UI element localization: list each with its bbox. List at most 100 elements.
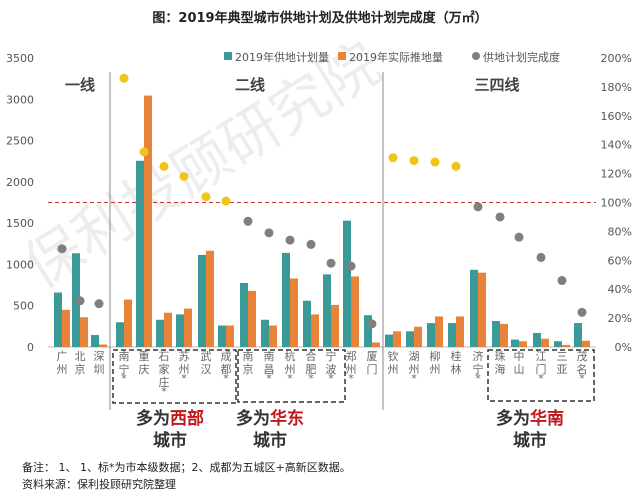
- bar-plan: [156, 319, 164, 347]
- bar-plan: [343, 220, 351, 347]
- legend-label: 2019年供地计划量: [235, 50, 329, 64]
- y2-tick-label: 200%: [601, 52, 632, 65]
- bar-plan: [218, 325, 226, 347]
- completion-dot: [221, 196, 231, 206]
- bar-plan: [176, 314, 184, 347]
- bar-actual: [372, 342, 380, 347]
- x-tick-label: 桂林: [451, 349, 462, 376]
- completion-dot: [159, 161, 169, 171]
- x-tick-label: 宁波*: [326, 349, 337, 385]
- bar-actual: [184, 308, 192, 347]
- completion-dot: [179, 171, 189, 181]
- bar-actual: [311, 314, 319, 347]
- bar-actual: [414, 326, 422, 347]
- bar-plan: [198, 254, 206, 347]
- legend-swatch: [224, 52, 232, 60]
- bar-plan: [282, 252, 290, 347]
- x-tick-label: 郑州*: [346, 349, 357, 385]
- completion-dot: [264, 228, 274, 238]
- group-annotation-suffix: 城市: [513, 430, 547, 451]
- tier-label: 一线: [65, 76, 95, 94]
- x-tick-label: 三亚: [557, 350, 568, 376]
- x-tick-label: 厦门: [367, 350, 378, 376]
- bar-plan: [303, 300, 311, 347]
- bar-plan: [54, 292, 62, 347]
- bar-actual: [435, 316, 443, 347]
- x-tick-label: 成都*: [221, 350, 232, 385]
- source-note: 资料来源：保利投顾研究院整理: [22, 478, 176, 491]
- bar-actual: [500, 323, 508, 347]
- bar-actual: [99, 344, 107, 347]
- x-tick-label: 南昌*: [264, 350, 275, 385]
- y-tick-label: 2000: [6, 176, 34, 189]
- y2-tick-label: 80%: [608, 225, 632, 238]
- x-tick-label: 钦州: [388, 350, 399, 376]
- completion-dot: [473, 202, 483, 212]
- bar-actual: [164, 312, 172, 347]
- completion-dot: [536, 252, 546, 262]
- completion-dot: [514, 232, 524, 242]
- x-tick-label: 深圳: [94, 350, 105, 376]
- x-tick-label: 湖州*: [409, 350, 420, 385]
- completion-dot: [139, 147, 149, 157]
- bar-plan: [448, 323, 456, 347]
- x-tick-label: 北京: [75, 350, 86, 376]
- completion-dot: [451, 161, 461, 171]
- bar-plan: [323, 274, 331, 347]
- y2-tick-label: 180%: [601, 81, 632, 94]
- group-annotation: 多为华南: [496, 408, 564, 429]
- x-tick-label: 合肥*: [306, 349, 317, 385]
- completion-dot: [495, 212, 505, 222]
- bar-actual: [269, 325, 277, 347]
- bar-plan: [492, 320, 500, 347]
- completion-dot: [346, 261, 356, 271]
- x-tick-label: 茂名*: [577, 349, 588, 385]
- y2-tick-label: 40%: [608, 283, 632, 296]
- completion-dot: [94, 299, 104, 309]
- y2-tick-label: 160%: [601, 110, 632, 123]
- group-annotation-suffix: 城市: [153, 430, 187, 451]
- bar-plan: [406, 331, 414, 347]
- x-tick-label: 重庆: [139, 349, 150, 376]
- bar-actual: [290, 278, 298, 347]
- y2-tick-label: 0%: [615, 341, 632, 354]
- completion-dot: [557, 276, 567, 286]
- bar-actual: [541, 338, 549, 347]
- bar-plan: [364, 315, 372, 347]
- completion-dot: [57, 244, 67, 254]
- bar-plan: [261, 319, 269, 347]
- tier-label: 三四线: [474, 76, 519, 94]
- group-annotation: 多为华东: [236, 408, 304, 429]
- x-tick-label: 杭州*: [285, 349, 296, 385]
- group-box: [487, 349, 595, 402]
- bar-plan: [470, 269, 478, 347]
- bar-plan: [91, 335, 99, 347]
- completion-dot: [201, 192, 211, 202]
- y-tick-label: 3500: [6, 52, 34, 65]
- bar-plan: [554, 341, 562, 347]
- chart-title: 图：2019年典型城市供地计划及供地计划完成度（万㎡）: [152, 10, 487, 26]
- legend-label: 2019年实际推地量: [349, 50, 443, 64]
- y2-tick-label: 120%: [601, 168, 632, 181]
- x-tick-label: 苏州*: [179, 350, 190, 385]
- bar-actual: [80, 317, 88, 347]
- group-box: [112, 349, 237, 404]
- bar-plan: [574, 323, 582, 347]
- bar-actual: [226, 325, 234, 347]
- bar-plan: [385, 334, 393, 347]
- completion-dot: [367, 319, 377, 329]
- x-tick-label: 珠海: [495, 349, 506, 376]
- x-tick-label: 石家庄*: [159, 350, 170, 398]
- x-tick-label: 济宁*: [473, 349, 484, 385]
- bar-actual: [206, 250, 214, 347]
- bar-actual: [519, 341, 527, 347]
- completion-dot: [75, 296, 85, 306]
- x-tick-label: 中山: [514, 350, 525, 376]
- bar-plan: [240, 283, 248, 347]
- bar-actual: [478, 272, 486, 347]
- bar-actual: [562, 344, 570, 347]
- bar-actual: [144, 95, 152, 347]
- group-box: [237, 349, 346, 403]
- y-tick-label: 0: [27, 341, 34, 354]
